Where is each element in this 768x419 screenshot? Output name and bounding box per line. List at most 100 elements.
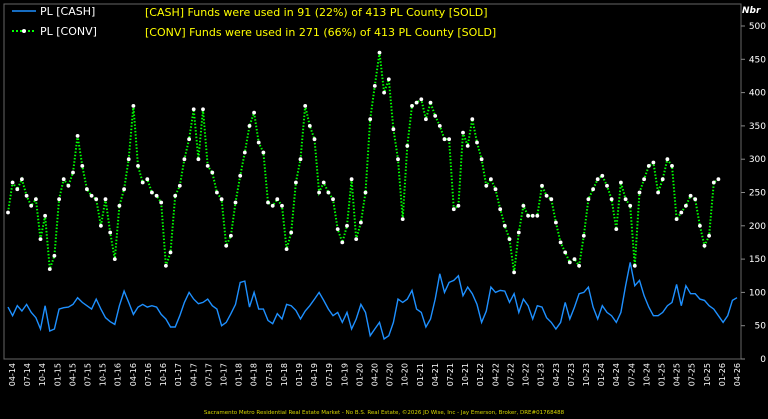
- conv-data-point: [424, 117, 428, 122]
- conv-data-point: [405, 144, 410, 148]
- conv-data-point: [289, 230, 294, 235]
- x-tick-label: 04-22: [491, 363, 500, 386]
- x-tick-label: 07-16: [144, 363, 153, 386]
- conv-data-point: [24, 193, 29, 198]
- x-tick-label: 10-15: [99, 363, 108, 386]
- y-tick-label: 400: [749, 89, 766, 99]
- conv-data-point: [326, 190, 331, 195]
- conv-data-point: [145, 177, 150, 182]
- conv-data-point: [535, 213, 540, 218]
- conv-data-point: [465, 144, 470, 148]
- conv-data-point: [252, 110, 256, 115]
- conv-data-point: [470, 117, 475, 122]
- conv-data-point: [80, 164, 85, 168]
- footer-credit: Sacramento Metro Residential Real Estate…: [204, 409, 565, 416]
- conv-data-point: [400, 217, 405, 222]
- x-tick-label: 07-20: [386, 363, 395, 386]
- conv-data-point: [382, 90, 386, 95]
- conv-data-point: [159, 200, 164, 205]
- x-tick-label: 04-25: [673, 363, 682, 386]
- conv-data-point: [205, 164, 210, 168]
- x-tick-label: 10-20: [401, 363, 410, 386]
- conv-data-point: [489, 177, 493, 182]
- conv-data-point: [280, 203, 284, 208]
- conv-data-point: [698, 223, 702, 228]
- conv-data-point: [340, 240, 345, 245]
- x-tick-label: 01-22: [476, 363, 485, 386]
- x-tick-label: 10-18: [280, 363, 289, 386]
- conv-data-point: [117, 203, 122, 208]
- conv-data-point: [605, 183, 609, 188]
- x-tick-label: 01-15: [53, 363, 62, 386]
- conv-data-point: [396, 157, 400, 162]
- conv-data-point: [572, 257, 577, 261]
- conv-data-point: [563, 250, 568, 255]
- x-tick-label: 10-22: [522, 363, 531, 386]
- annotation-cash: [CASH] Funds were used in 91 (22%) of 41…: [145, 6, 488, 19]
- conv-data-point: [321, 180, 326, 185]
- legend-conv-marker: [22, 29, 26, 33]
- conv-data-point: [447, 137, 451, 142]
- conv-data-point: [71, 170, 75, 175]
- x-tick-label: 04-21: [431, 363, 440, 386]
- conv-data-point: [168, 250, 173, 255]
- conv-data-point: [266, 200, 270, 205]
- x-tick-label: 10-16: [159, 363, 168, 386]
- conv-data-point: [6, 210, 10, 215]
- x-tick-label: 04-18: [250, 363, 259, 386]
- conv-data-point: [140, 180, 145, 185]
- y-tick-label: 250: [749, 189, 766, 199]
- y-tick-label: 50: [755, 322, 767, 332]
- conv-data-point: [187, 137, 192, 142]
- conv-data-point: [75, 134, 80, 138]
- legend-conv-label: PL [CONV]: [40, 25, 97, 38]
- conv-data-point: [600, 173, 605, 178]
- conv-data-point: [317, 190, 321, 195]
- x-tick-label: 01-17: [174, 363, 183, 386]
- conv-data-point: [368, 117, 373, 122]
- y-tick-label: 450: [749, 55, 766, 65]
- conv-data-point: [233, 200, 238, 205]
- x-tick-label: 01-23: [537, 363, 546, 386]
- conv-data-point: [312, 137, 317, 142]
- conv-data-point: [43, 213, 47, 218]
- conv-data-point: [623, 197, 628, 202]
- x-tick-label: 01-19: [295, 363, 304, 386]
- conv-data-point: [229, 233, 233, 238]
- conv-data-point: [103, 197, 108, 202]
- conv-data-point: [646, 164, 651, 168]
- series-cash: [7, 262, 738, 341]
- x-tick-label: 07-18: [265, 363, 274, 386]
- y-tick-label: 0: [760, 355, 766, 365]
- conv-data-point: [512, 270, 516, 275]
- conv-data-point: [303, 104, 308, 108]
- conv-data-point: [335, 227, 340, 232]
- y-axis-unit-label: Nbr: [742, 6, 761, 16]
- conv-data-point: [688, 193, 693, 198]
- y-tick-label: 300: [749, 155, 766, 165]
- conv-data-point: [177, 183, 182, 188]
- conv-data-point: [89, 193, 94, 198]
- conv-data-point: [711, 180, 716, 185]
- conv-data-point: [363, 190, 368, 195]
- conv-data-point: [558, 240, 563, 245]
- conv-data-point: [693, 197, 698, 202]
- x-tick-label: 01-24: [597, 363, 606, 386]
- conv-data-point: [61, 177, 66, 182]
- conv-data-point: [15, 187, 20, 192]
- conv-data-point: [122, 187, 126, 192]
- conv-data-point: [502, 223, 507, 228]
- conv-data-point: [191, 107, 196, 112]
- x-tick-label: 07-14: [23, 363, 32, 386]
- x-tick-label: 10-25: [703, 363, 712, 386]
- conv-data-point: [108, 230, 113, 235]
- conv-data-point: [656, 190, 660, 195]
- x-tick-label: 04-24: [612, 363, 621, 386]
- conv-data-point: [307, 124, 312, 128]
- conv-data-point: [632, 263, 637, 268]
- conv-data-point: [702, 243, 707, 248]
- conv-data-point: [210, 170, 215, 175]
- conv-data-point: [619, 180, 623, 185]
- x-tick-label: 10-14: [38, 363, 47, 386]
